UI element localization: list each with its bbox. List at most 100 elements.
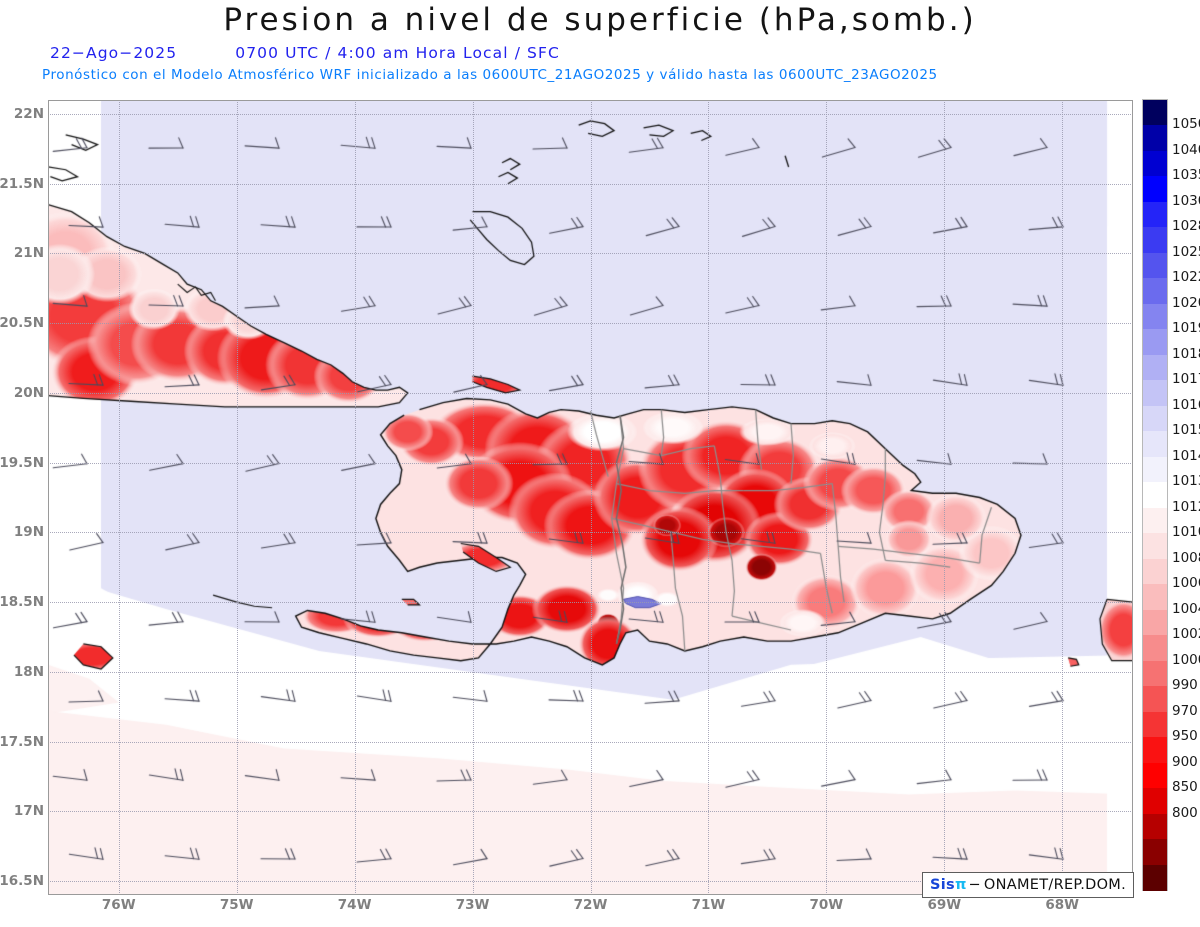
colorbar-band (1143, 737, 1167, 764)
y-tick-label: 21.5N (0, 175, 44, 192)
colorbar-tick-label: 1020 (1172, 294, 1200, 311)
x-tick-label: 73W (455, 897, 490, 913)
x-tick-label: 68W (1045, 897, 1080, 913)
colorbar-band (1143, 100, 1167, 127)
colorbar-band (1143, 227, 1167, 254)
colorbar-tick-label: 1025 (1172, 243, 1200, 260)
colorbar-band (1143, 303, 1167, 330)
colorbar-tick-label: 1004 (1172, 600, 1200, 617)
gridline-horizontal (48, 113, 1133, 115)
colorbar-band (1143, 762, 1167, 789)
colorbar-band (1143, 125, 1167, 152)
brand-prefix-text: Sis (930, 877, 955, 893)
colorbar-band (1143, 660, 1167, 687)
colorbar-band (1143, 635, 1167, 662)
credit-dash: − (968, 877, 981, 893)
y-tick-label: 21N (13, 245, 44, 262)
colorbar-tick-label: 950 (1172, 728, 1198, 745)
colorbar-tick-label: 990 (1172, 677, 1198, 694)
colorbar-tick-label: 1022 (1172, 269, 1200, 286)
forecast-time: 0700 UTC / 4:00 am Hora Local / SFC (235, 44, 560, 62)
gridline-horizontal (48, 671, 1133, 673)
colorbar-tick-label: 1019 (1172, 320, 1200, 337)
colorbar-tick-label: 1000 (1172, 651, 1200, 668)
colorbar-tick-label: 1017 (1172, 371, 1200, 388)
y-tick-label: 20.5N (0, 315, 44, 332)
y-tick-label: 18N (13, 663, 44, 680)
colorbar-band (1143, 201, 1167, 228)
credit-badge: Sis π − ONAMET/REP.DOM. (922, 872, 1135, 898)
gridline-vertical (118, 100, 120, 895)
gridline-horizontal (48, 602, 1133, 604)
gridline-vertical (826, 100, 828, 895)
colorbar-tick-label: 1018 (1172, 345, 1200, 362)
x-axis: 76W 75W 74W 73W 72W 71W 70W 69W 68W (48, 897, 1133, 927)
gridline-horizontal (48, 532, 1133, 534)
y-tick-label: 17.5N (0, 733, 44, 750)
x-tick-label: 75W (219, 897, 254, 913)
forecast-date: 22−Ago−2025 (50, 44, 178, 62)
colorbar-tick-label: 1014 (1172, 447, 1200, 464)
gridline-horizontal (48, 183, 1133, 185)
colorbar-band (1143, 584, 1167, 611)
x-tick-label: 72W (573, 897, 608, 913)
y-tick-label: 17N (13, 803, 44, 820)
colorbar-band (1143, 788, 1167, 815)
model-note: Pronóstico con el Modelo Atmosférico WRF… (42, 67, 938, 83)
y-tick-label: 16.5N (0, 873, 44, 890)
x-tick-label: 76W (101, 897, 136, 913)
colorbar (1142, 99, 1168, 891)
colorbar-tick-label: 1012 (1172, 498, 1200, 515)
colorbar-tick-label: 1008 (1172, 549, 1200, 566)
colorbar-tick-label: 1050 (1172, 116, 1200, 133)
colorbar-band (1143, 558, 1167, 585)
colorbar-tick-label: 1013 (1172, 473, 1200, 490)
colorbar-tick-label: 1002 (1172, 626, 1200, 643)
colorbar-band (1143, 176, 1167, 203)
gridline-vertical (944, 100, 946, 895)
colorbar-tick-label: 1035 (1172, 167, 1200, 184)
x-tick-label: 69W (927, 897, 962, 913)
colorbar-band (1143, 252, 1167, 279)
gridline-horizontal (48, 323, 1133, 325)
gridline-vertical (236, 100, 238, 895)
colorbar-tick-label: 1010 (1172, 524, 1200, 541)
colorbar-band (1143, 482, 1167, 509)
y-tick-label: 20N (13, 384, 44, 401)
y-tick-label: 18.5N (0, 594, 44, 611)
gridline-horizontal (48, 881, 1133, 883)
gridline-horizontal (48, 462, 1133, 464)
colorbar-band (1143, 354, 1167, 381)
gridline-vertical (1062, 100, 1064, 895)
x-tick-label: 70W (809, 897, 844, 913)
x-tick-label: 71W (691, 897, 726, 913)
x-tick-label: 74W (337, 897, 372, 913)
colorbar-band (1143, 405, 1167, 432)
colorbar-labels: 1050 1040 1035 1030 1028 1025 1022 1020 1019 1018… (1172, 99, 1200, 891)
colorbar-band (1143, 456, 1167, 483)
colorbar-tick-label: 1040 (1172, 141, 1200, 158)
colorbar-band (1143, 609, 1167, 636)
colorbar-band (1143, 533, 1167, 560)
colorbar-band (1143, 380, 1167, 407)
gridline-vertical (708, 100, 710, 895)
y-axis: 22N 21.5N 21N 20.5N 20N 19.5N 19N 18.5N 18N 17.5N… (0, 100, 48, 895)
y-tick-label: 22N (13, 105, 44, 122)
page-title: Presion a nivel de superficie (hPa,somb.… (223, 2, 977, 38)
colorbar-band (1143, 431, 1167, 458)
colorbar-band (1143, 329, 1167, 356)
colorbar-tick-label: 800 (1172, 804, 1198, 821)
gridline-vertical (472, 100, 474, 895)
brand-symbol-icon: π (954, 877, 967, 893)
gridline-horizontal (48, 253, 1133, 255)
credit-organization: ONAMET/REP.DOM. (983, 877, 1127, 893)
colorbar-tick-label: 1006 (1172, 575, 1200, 592)
colorbar-tick-label: 970 (1172, 702, 1198, 719)
forecast-valid-line: 22−Ago−2025 0700 UTC / 4:00 am Hora Loca… (50, 44, 560, 62)
gridline-vertical (354, 100, 356, 895)
colorbar-tick-label: 1015 (1172, 422, 1200, 439)
colorbar-band (1143, 278, 1167, 305)
colorbar-band (1143, 813, 1167, 840)
gridline-horizontal (48, 811, 1133, 813)
